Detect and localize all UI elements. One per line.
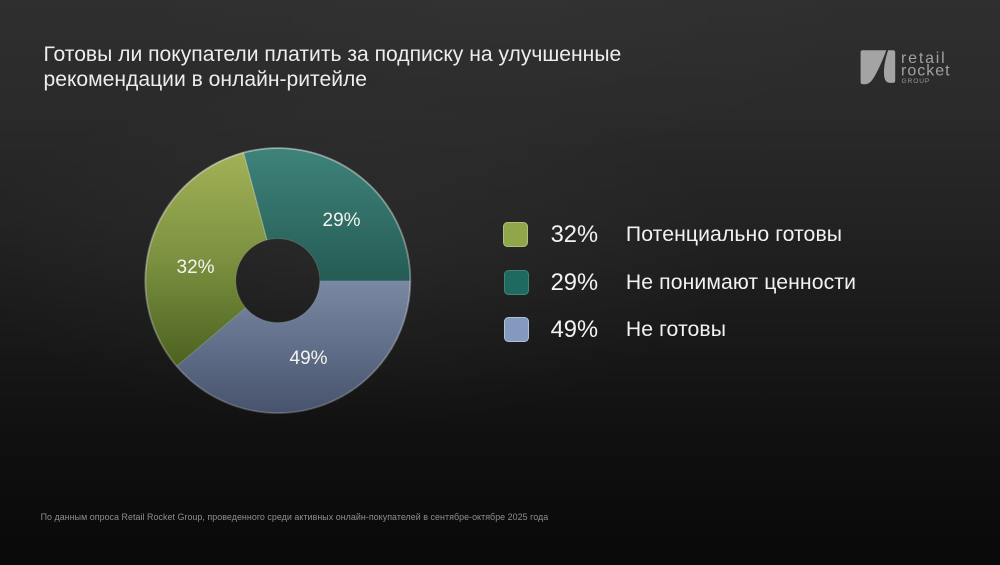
svg-text:GROUP: GROUP — [902, 78, 931, 85]
svg-text:retail: retail — [901, 50, 946, 67]
svg-text:rocket: rocket — [901, 63, 951, 80]
